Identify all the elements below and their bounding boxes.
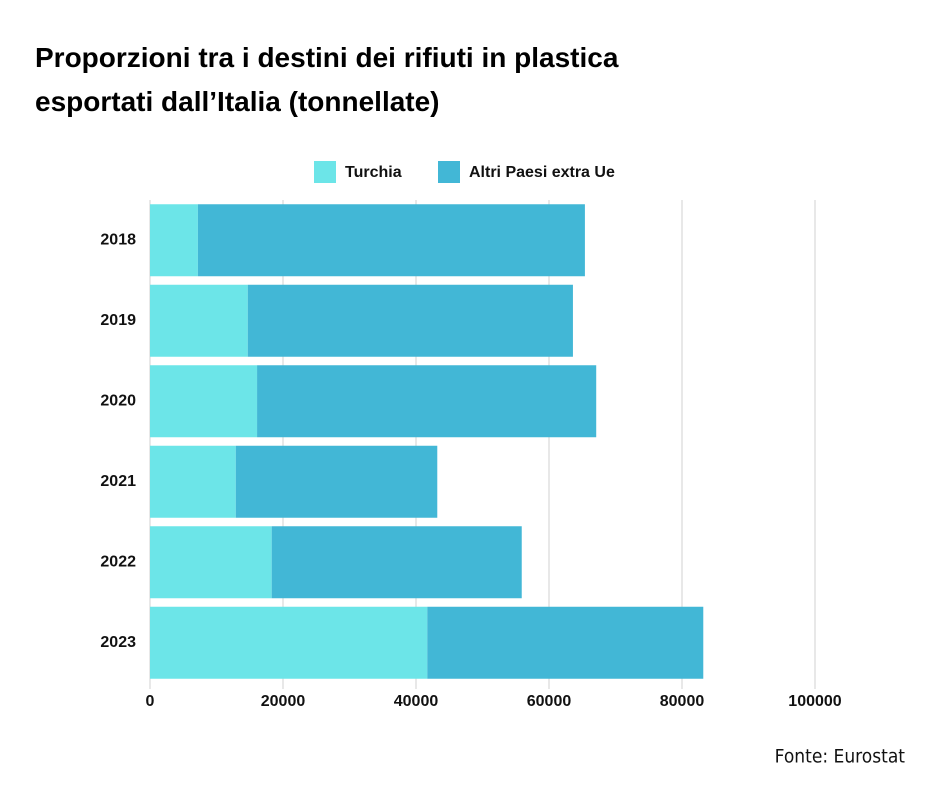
legend-label: Altri Paesi extra Ue [469, 164, 615, 181]
y-tick-label: 2020 [100, 392, 136, 409]
legend-label: Turchia [345, 164, 402, 181]
bar-segment [257, 365, 597, 438]
bar-segment [150, 526, 272, 599]
legend-swatch [314, 161, 336, 183]
y-tick-label: 2018 [100, 231, 136, 248]
bar-segment [150, 284, 248, 357]
bar-segment [150, 606, 428, 679]
x-tick-label: 0 [146, 693, 155, 710]
x-tick-label: 60000 [527, 693, 572, 710]
chart-title: Proporzioni tra i destini dei rifiuti in… [35, 42, 619, 117]
bar-segment [235, 445, 438, 518]
x-tick-label: 40000 [394, 693, 439, 710]
bar-segment [197, 204, 585, 277]
y-tick-label: 2022 [100, 553, 136, 570]
source: Fonte: Eurostat [775, 746, 906, 768]
x-tick-label: 100000 [788, 693, 841, 710]
bar-segment [247, 284, 573, 357]
y-tick-label: 2023 [100, 634, 136, 651]
x-tick-label: 20000 [261, 693, 306, 710]
x-tick-label: 80000 [660, 693, 705, 710]
bar-segment [150, 204, 198, 277]
legend-swatch [438, 161, 460, 183]
bar-segment [427, 606, 704, 679]
bar-segment [271, 526, 522, 599]
bar-segment [150, 445, 236, 518]
bar-segment [150, 365, 258, 438]
y-tick-label: 2021 [100, 473, 136, 490]
y-tick-label: 2019 [100, 312, 136, 329]
